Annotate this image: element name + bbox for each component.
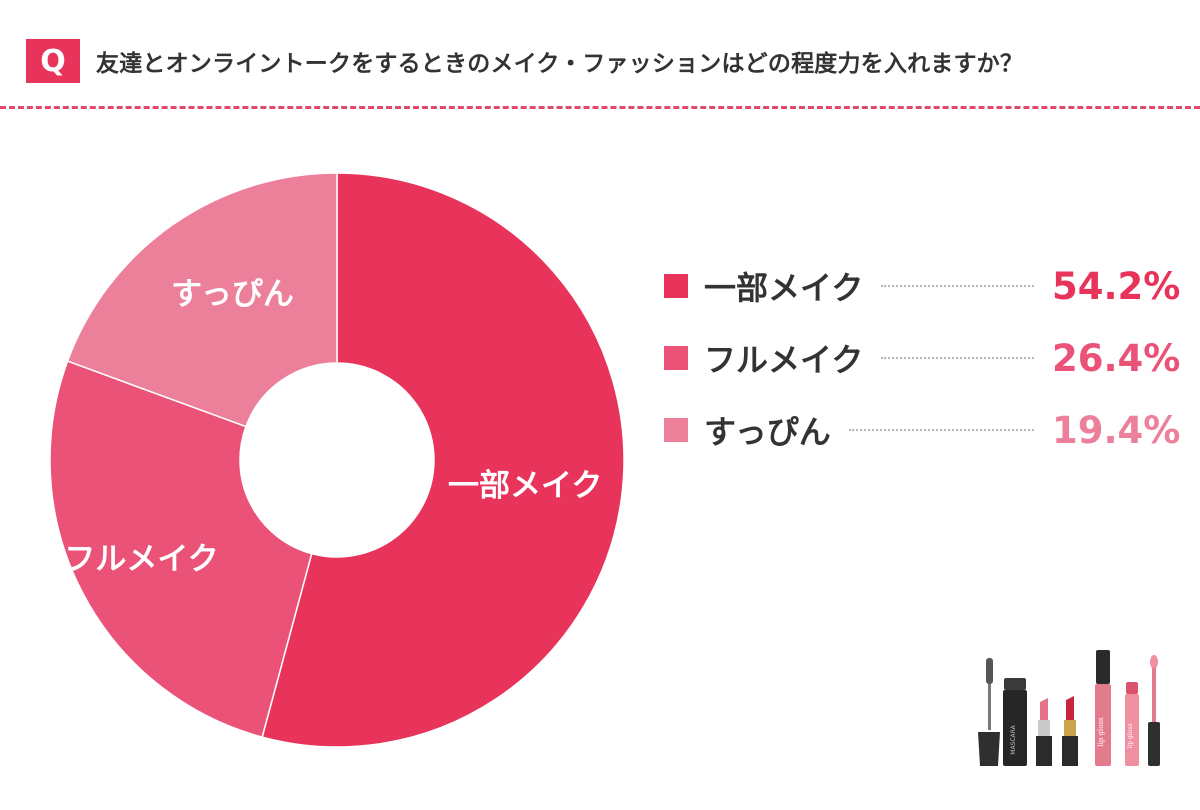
gloss-text-1: lip gloss	[1097, 717, 1105, 747]
slice-label-1: 一部メイク	[448, 468, 602, 504]
legend-swatch-2	[664, 346, 688, 370]
gloss-wand-icon	[1148, 655, 1160, 766]
lipstick-pink-icon	[1036, 698, 1052, 766]
legend-swatch-3	[664, 418, 688, 442]
legend-label-2: フルメイク	[704, 341, 864, 379]
chart-legend: 一部メイク 54.2% フルメイク 26.4% すっぴん 19.4%	[664, 250, 1181, 466]
lip-gloss-tall-icon: lip gloss	[1095, 650, 1111, 766]
legend-value-1: 54.2%	[1052, 264, 1181, 308]
legend-label-3: すっぴん	[704, 413, 831, 451]
legend-swatch-1	[664, 274, 688, 298]
donut-slice-2	[49, 360, 313, 738]
legend-item-1: 一部メイク 54.2%	[664, 250, 1181, 322]
header-divider	[0, 106, 1200, 109]
gloss-text-2: lip gloss	[1127, 723, 1134, 748]
legend-leader-3	[848, 429, 1034, 431]
lip-gloss-pink-icon: lip gloss	[1125, 682, 1139, 766]
legend-item-3: すっぴん 19.4%	[664, 394, 1181, 466]
donut-slice-1	[261, 172, 625, 748]
mascara-text: MASCARA	[1010, 724, 1017, 754]
lipstick-red-icon	[1062, 696, 1078, 766]
question-badge: Q	[26, 39, 80, 83]
legend-label-1: 一部メイク	[704, 269, 864, 307]
slice-label-2: フルメイク	[64, 542, 218, 578]
legend-value-2: 26.4%	[1052, 336, 1181, 380]
legend-value-3: 19.4%	[1052, 408, 1181, 452]
cosmetics-illustration: MASCARA lip gloss lip gloss	[978, 650, 1160, 766]
mascara-wand-icon	[978, 658, 1000, 766]
legend-leader-2	[881, 357, 1034, 359]
donut-slice-3	[66, 172, 338, 428]
mascara-tube-icon: MASCARA	[1003, 678, 1027, 766]
question-text: 友達とオンライントークをするときのメイク・ファッションはどの程度力を入れますか？	[96, 51, 1024, 77]
slice-label-3: すっぴん	[171, 277, 294, 313]
legend-item-2: フルメイク 26.4%	[664, 322, 1181, 394]
legend-leader-1	[881, 285, 1034, 287]
